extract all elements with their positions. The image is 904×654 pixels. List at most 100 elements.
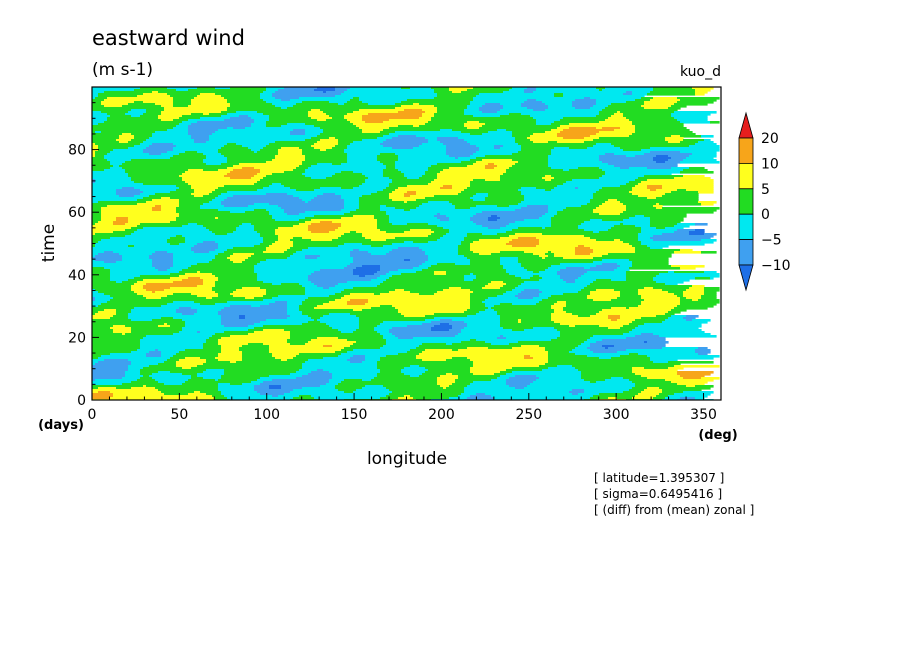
field-band [98, 123, 180, 126]
field-band [302, 323, 327, 326]
field-band [491, 281, 504, 284]
field-band [284, 185, 360, 188]
field-band [296, 377, 333, 380]
field-band [632, 187, 648, 190]
field-band [596, 127, 603, 130]
field-band [353, 249, 360, 252]
field-band [506, 383, 531, 386]
field-band [494, 305, 552, 308]
field-band [638, 325, 702, 328]
field-band [626, 279, 654, 282]
field-band [341, 197, 360, 200]
field-band [590, 247, 636, 250]
field-band [140, 345, 204, 348]
field-band [302, 365, 378, 368]
field-band [92, 207, 102, 210]
field-band [110, 163, 123, 166]
field-band [458, 333, 561, 336]
field-band [290, 337, 318, 340]
field-band [242, 167, 255, 170]
field-band [347, 359, 366, 362]
field-band [215, 87, 231, 90]
field-band [398, 187, 441, 190]
field-band [302, 285, 318, 288]
field-band [503, 281, 525, 284]
field-band [110, 391, 162, 394]
field-band [506, 337, 558, 340]
field-band [389, 271, 417, 274]
field-band [635, 125, 684, 128]
field-band [362, 115, 423, 118]
field-band [452, 187, 468, 190]
field-band [248, 329, 264, 332]
field-band [458, 137, 516, 140]
field-band [143, 287, 171, 290]
field-band [101, 101, 135, 104]
field-band [227, 159, 273, 162]
field-band [398, 125, 414, 128]
field-band [629, 191, 672, 194]
field-band [632, 93, 648, 96]
field-band [659, 335, 717, 338]
field-band [95, 151, 111, 154]
field-band [479, 239, 513, 242]
field-band [644, 153, 693, 156]
field-band [92, 363, 96, 366]
field-band [110, 161, 126, 164]
field-band [536, 375, 582, 378]
colorbar-segment [738, 239, 754, 266]
field-band [590, 135, 630, 138]
field-band [92, 121, 105, 124]
field-band [464, 327, 504, 330]
field-band [575, 279, 597, 282]
field-band [317, 119, 327, 122]
field-band [539, 241, 624, 244]
field-band [575, 347, 588, 350]
field-band [116, 189, 141, 192]
field-band [383, 175, 405, 178]
field-band [359, 203, 423, 206]
field-band [680, 161, 720, 164]
field-band [290, 247, 309, 250]
field-band [464, 387, 516, 390]
field-band [401, 105, 435, 108]
field-band [131, 179, 183, 182]
field-band [500, 227, 519, 230]
field-band [191, 249, 216, 252]
field-band [95, 233, 132, 236]
field-band [215, 357, 243, 360]
field-band [386, 341, 462, 344]
field-band [341, 93, 438, 96]
field-band [92, 339, 141, 342]
field-band [674, 225, 690, 228]
field-band [596, 239, 615, 242]
field-band [263, 325, 330, 328]
field-band [362, 101, 402, 104]
field-band [254, 183, 273, 186]
field-band [362, 119, 390, 122]
field-band [344, 205, 360, 208]
field-band [683, 175, 705, 178]
field-band [227, 127, 234, 130]
field-band [584, 391, 624, 394]
x-tick-label: 50 [170, 407, 188, 423]
field-band [314, 397, 381, 400]
field-band [323, 303, 348, 306]
field-band [254, 323, 303, 326]
field-band [653, 235, 714, 238]
field-band [380, 293, 420, 296]
field-band [377, 159, 399, 162]
field-band [236, 361, 306, 364]
field-band [371, 245, 384, 248]
field-band [521, 345, 540, 348]
field-band [179, 351, 222, 354]
field-band [92, 171, 126, 174]
field-band [92, 181, 96, 184]
field-band [92, 129, 168, 132]
field-band [377, 367, 405, 370]
field-band [335, 385, 366, 388]
field-band [194, 301, 228, 304]
field-band [386, 387, 444, 390]
field-band [218, 379, 258, 382]
field-band [290, 331, 342, 334]
